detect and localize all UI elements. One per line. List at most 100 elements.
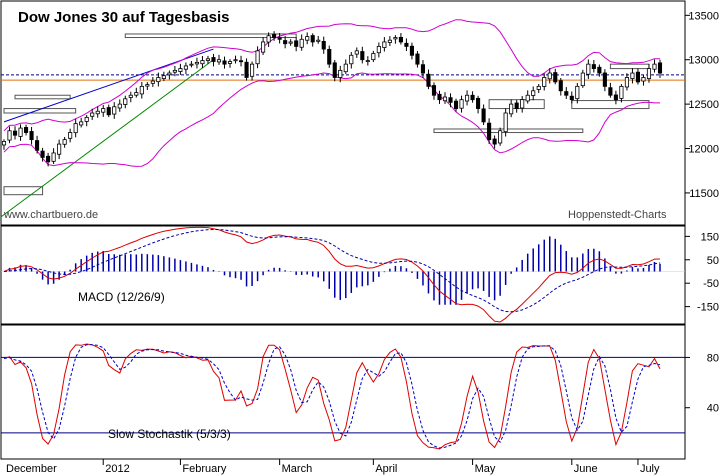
candle-body-22 xyxy=(123,98,128,105)
macd-signal-line xyxy=(3,228,661,313)
candle-body-92 xyxy=(509,103,514,115)
stochastic-label: Slow Stochastik (5/3/3) xyxy=(108,427,231,441)
candle-body-40 xyxy=(222,60,227,65)
stochastic-series xyxy=(1,343,685,450)
candle-body-115 xyxy=(635,71,641,83)
candle-body-79 xyxy=(437,93,442,101)
month-label-0: December xyxy=(6,463,57,475)
candle-body-32 xyxy=(178,68,183,72)
zone-box-7 xyxy=(609,63,650,70)
candle-body-67 xyxy=(371,53,376,61)
macd-tick-label-2: -50 xyxy=(703,278,719,290)
chart-title: Dow Jones 30 auf Tagesbasis xyxy=(18,9,229,26)
candle-body-20 xyxy=(112,106,117,115)
candle-body-62 xyxy=(343,63,348,73)
candle-body-10 xyxy=(57,143,62,155)
candle-body-98 xyxy=(542,77,547,87)
candle-body-12 xyxy=(68,132,73,139)
zone-box-5 xyxy=(433,128,584,134)
stoch-tick-label-0: 80 xyxy=(707,352,719,364)
candle-body-15 xyxy=(84,117,89,122)
candle-body-95 xyxy=(525,94,530,102)
candle-body-78 xyxy=(431,85,437,96)
candle-body-3 xyxy=(18,127,23,137)
candle-body-65 xyxy=(360,51,365,61)
candle-body-59 xyxy=(327,48,332,65)
candle-body-18 xyxy=(101,108,106,113)
candle-body-53 xyxy=(294,40,299,47)
price-tick-label-4: 13500 xyxy=(688,10,719,22)
bollinger-upper-line xyxy=(3,19,660,132)
candle-body-64 xyxy=(354,50,359,55)
price-tick-label-2: 12500 xyxy=(688,99,719,111)
candle-body-58 xyxy=(321,41,326,50)
candle-body-104 xyxy=(575,85,580,100)
candle-body-75 xyxy=(415,53,420,65)
candle-body-68 xyxy=(376,46,381,54)
month-label-7: July xyxy=(640,463,660,475)
candle-body-41 xyxy=(227,61,233,64)
candle-body-27 xyxy=(150,80,155,84)
candle-body-55 xyxy=(305,36,310,41)
candle-body-56 xyxy=(310,35,315,43)
candle-body-87 xyxy=(481,108,486,123)
watermark-right: Hoppenstedt-Charts xyxy=(568,209,667,221)
stochastic-d-line xyxy=(3,344,661,449)
candle-body-119 xyxy=(657,62,663,74)
candle-body-39 xyxy=(216,59,222,63)
candle-body-51 xyxy=(283,40,288,45)
candle-body-89 xyxy=(492,138,497,145)
candle-body-28 xyxy=(156,77,161,83)
candle-body-21 xyxy=(117,103,122,109)
candle-body-1 xyxy=(7,130,12,141)
candle-body-93 xyxy=(514,102,519,109)
candle-body-33 xyxy=(183,65,188,70)
candle-body-29 xyxy=(161,75,166,79)
candle-body-8 xyxy=(46,155,51,163)
candle-body-46 xyxy=(255,50,260,65)
candle-body-43 xyxy=(238,60,244,63)
candle-body-61 xyxy=(338,69,343,78)
candle-body-37 xyxy=(205,58,211,61)
candle-body-52 xyxy=(288,41,293,44)
candle-body-57 xyxy=(316,39,321,42)
candle-body-24 xyxy=(134,92,139,96)
watermark-left: www.chartbuero.de xyxy=(3,209,98,221)
macd-panel-frame xyxy=(0,225,686,325)
candle-body-110 xyxy=(608,87,613,96)
candle-body-82 xyxy=(453,100,459,109)
price-panel-frame xyxy=(0,0,686,226)
candle-body-116 xyxy=(641,77,646,82)
candle-body-99 xyxy=(547,72,552,80)
candle-body-118 xyxy=(652,63,657,70)
macd-series xyxy=(1,226,685,323)
candle-body-83 xyxy=(459,99,464,109)
macd-line xyxy=(3,226,661,323)
candle-body-45 xyxy=(250,63,255,77)
zone-box-0 xyxy=(3,186,44,196)
macd-label: MACD (12/26/9) xyxy=(78,290,165,304)
candle-body-72 xyxy=(398,36,403,43)
candle-body-42 xyxy=(233,59,238,62)
candle-body-23 xyxy=(128,94,133,98)
candle-body-38 xyxy=(211,57,216,62)
candle-body-103 xyxy=(569,95,574,101)
bollinger-lower-line xyxy=(3,72,660,167)
candle-body-113 xyxy=(624,77,629,88)
candle-body-81 xyxy=(448,97,453,103)
candle-body-60 xyxy=(332,62,337,78)
candle-body-35 xyxy=(194,61,199,65)
candle-body-11 xyxy=(62,139,67,145)
candle-body-25 xyxy=(139,85,144,95)
macd-tick-label-0: 150 xyxy=(701,231,719,243)
macd-tick-label-3: -150 xyxy=(697,302,719,314)
candle-body-50 xyxy=(277,37,282,40)
candle-body-31 xyxy=(172,69,177,73)
candle-body-114 xyxy=(630,72,635,79)
candle-body-70 xyxy=(387,39,392,43)
candle-body-36 xyxy=(200,60,205,65)
candle-body-108 xyxy=(597,66,602,74)
candle-body-73 xyxy=(404,42,409,47)
candle-body-63 xyxy=(349,54,354,65)
